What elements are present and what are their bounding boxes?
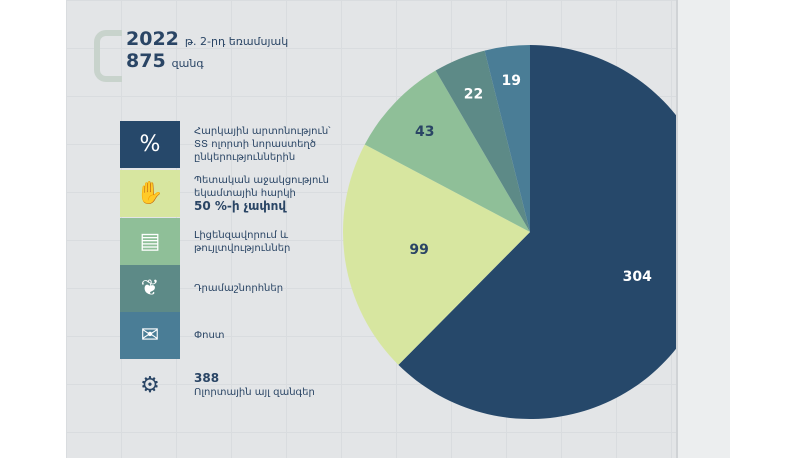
legend-item: % Հարկային արտոնություն՝ ՏՏ ոլորտի նորաստ… <box>120 121 590 168</box>
phone-icon <box>94 30 122 82</box>
legend-item: ✉ Փոստ <box>120 312 590 359</box>
slice-label: 43 <box>415 124 434 140</box>
legend-label: Լիցենզավորում և թույլտվություններ <box>194 229 291 254</box>
year: 2022 <box>126 28 179 50</box>
slice-label: 22 <box>464 86 483 102</box>
total-unit: զանգ <box>171 57 204 70</box>
legend-label-bold: 50 %-ի չափով <box>194 198 287 213</box>
legend-label: Ոլորտային այլ զանգեր <box>194 387 315 398</box>
pie-chart: 304 99 43 22 19 <box>343 45 717 420</box>
mailbox-icon: ✉ <box>120 312 180 359</box>
legend-item: ✋ Պետական աջակցություն եկամտային հարկի 50 … <box>120 170 590 217</box>
right-strip <box>676 0 730 458</box>
pie-slice <box>398 45 717 420</box>
certificate-icon: ▤ <box>120 218 180 265</box>
slice-label: 19 <box>502 73 521 89</box>
legend-label: Պետական աջակցություն եկամտային հարկի <box>194 174 329 199</box>
legend-item: ⚙ 388 Ոլորտային այլ զանգեր <box>120 362 590 409</box>
grant-document-icon: ❦ <box>120 265 180 312</box>
legend-label: Դրամաշնորհներ <box>194 283 284 294</box>
other-calls-value: 388 <box>194 371 220 385</box>
pie-slice <box>484 45 530 232</box>
slice-label: 99 <box>409 242 428 258</box>
infographic-panel: 304 99 43 22 19 2022 թ. 2-րդ եռամսյակ 875 զանգ… <box>66 0 730 458</box>
legend-label: Հարկային արտոնություն՝ ՏՏ ոլորտի նորաստե… <box>194 126 331 163</box>
legend-item: ❦ Դրամաշնորհներ <box>120 265 590 312</box>
total-calls: 875 <box>126 50 166 72</box>
legend-label: Փոստ <box>194 330 225 341</box>
hand-coin-icon: ✋ <box>120 170 180 217</box>
period: թ. 2-րդ եռամսյակ <box>184 35 289 48</box>
slice-label: 304 <box>623 269 652 285</box>
pie-slice <box>435 50 530 232</box>
money-bag-percent-icon: % <box>120 121 180 168</box>
gear-circuit-icon: ⚙ <box>140 373 160 398</box>
pie-slice <box>343 144 530 365</box>
legend-item: ▤ Լիցենզավորում և թույլտվություններ <box>120 218 590 265</box>
pie-slice <box>364 70 530 232</box>
header: 2022 թ. 2-րդ եռամսյակ 875 զանգ <box>96 28 288 72</box>
